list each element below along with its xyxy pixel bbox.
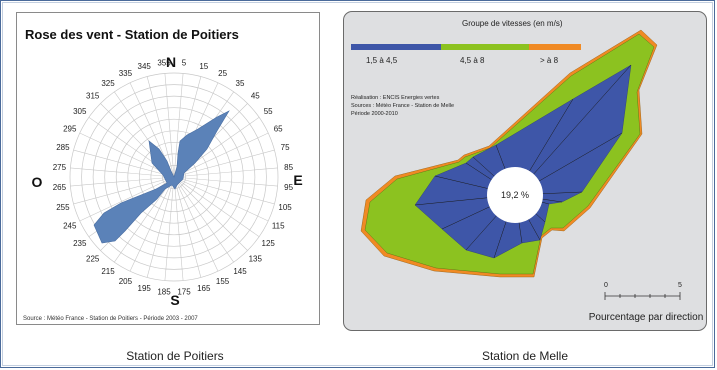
compass-west: O <box>32 174 43 190</box>
grid-spoke <box>174 177 278 186</box>
scale-caption: Pourcentage par direction <box>589 312 704 323</box>
grid-spoke <box>174 177 183 281</box>
caption-poitiers: Station de Poitiers <box>90 349 260 363</box>
direction-label: 215 <box>101 267 115 276</box>
direction-label: 65 <box>274 124 283 133</box>
grid-spoke <box>174 177 268 221</box>
scale-bar <box>605 292 680 300</box>
direction-label: 75 <box>281 143 290 152</box>
direction-label: 325 <box>101 79 115 88</box>
direction-label: 265 <box>53 183 67 192</box>
direction-label: 135 <box>249 254 263 263</box>
grid-spoke <box>174 177 201 278</box>
compass-south: S <box>170 292 179 308</box>
direction-label: 25 <box>218 69 227 78</box>
poitiers-panel: Rose des vent - Station de Poitiers 5 15 2… <box>16 12 320 325</box>
direction-label: 295 <box>63 124 77 133</box>
info-line-3: Période 2000-2010 <box>351 111 398 117</box>
legend-swatch-mid <box>441 44 529 50</box>
direction-label: 155 <box>216 277 230 286</box>
legend-label-low: 1,5 à 4,5 <box>366 56 398 65</box>
direction-label: 315 <box>86 92 100 101</box>
legend-label-mid: 4,5 à 8 <box>460 56 485 65</box>
direction-label: 115 <box>272 222 285 231</box>
direction-label: 145 <box>233 267 247 276</box>
direction-label: 5 <box>182 58 187 67</box>
grid-spoke <box>174 177 259 237</box>
center-calm-label: 19,2 % <box>501 190 529 200</box>
info-line-2: Sources : Météo France - Station de Mell… <box>351 103 454 109</box>
direction-label: 335 <box>119 69 133 78</box>
direction-label: 285 <box>56 143 70 152</box>
poitiers-title: Rose des vent - Station de Poitiers <box>25 27 239 42</box>
direction-label: 305 <box>73 107 87 116</box>
direction-label: 235 <box>73 239 87 248</box>
poitiers-source: Source : Météo France - Station de Poiti… <box>23 316 198 322</box>
direction-label: 105 <box>278 203 292 212</box>
direction-label: 195 <box>138 284 152 293</box>
direction-label: 255 <box>56 203 70 212</box>
grid-spoke <box>174 177 275 204</box>
grid-spoke <box>174 168 278 177</box>
poitiers-rose-svg: Rose des vent - Station de Poitiers 5 15 2… <box>17 13 321 326</box>
direction-label: 245 <box>63 222 77 231</box>
direction-label: 125 <box>262 239 276 248</box>
grid-spoke <box>165 177 174 281</box>
compass-east: E <box>293 172 302 188</box>
scale-max-label: 5 <box>678 282 682 289</box>
direction-label: 95 <box>284 183 293 192</box>
legend-title: Groupe de vitesses (en m/s) <box>462 19 563 28</box>
grid-spoke <box>174 177 218 271</box>
direction-label: 185 <box>157 288 171 297</box>
direction-label: 165 <box>197 284 211 293</box>
grid-spoke <box>174 177 248 251</box>
melle-panel: Groupe de vitesses (en m/s) 1,5 à 4,5 4,… <box>343 11 707 331</box>
direction-label: 55 <box>264 107 273 116</box>
direction-label: 275 <box>53 163 67 172</box>
info-line-1: Réalisation : ENCIS Energies vertes <box>351 95 440 101</box>
compass-north: N <box>166 54 176 70</box>
legend-swatch-high <box>529 44 581 50</box>
direction-label: 15 <box>199 62 208 71</box>
direction-label: 85 <box>284 163 293 172</box>
direction-label: 45 <box>251 92 260 101</box>
rose-low-speed <box>415 65 631 258</box>
direction-label: 205 <box>119 277 133 286</box>
scale-min-label: 0 <box>604 282 608 289</box>
direction-label: 345 <box>138 62 152 71</box>
legend-label-high: > à 8 <box>540 56 559 65</box>
grid-spoke <box>70 177 174 186</box>
grid-spoke <box>174 177 234 262</box>
melle-rose-svg: Groupe de vitesses (en m/s) 1,5 à 4,5 4,… <box>344 12 708 332</box>
direction-label: 35 <box>236 79 245 88</box>
caption-melle: Station de Melle <box>430 349 620 363</box>
legend-swatch-low <box>351 44 441 50</box>
direction-label: 225 <box>86 254 100 263</box>
